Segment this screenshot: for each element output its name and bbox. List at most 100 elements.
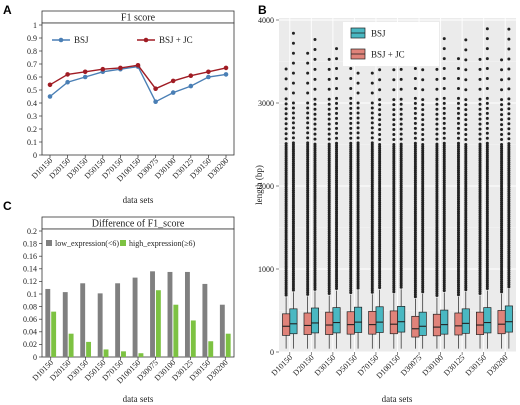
panel-b-outlier-point xyxy=(284,281,288,285)
panel-b-outlier-point xyxy=(399,146,403,150)
panel-b-outlier-point xyxy=(306,263,310,267)
panel-b-outlier-point xyxy=(456,241,460,245)
panel-c-f1-difference-chart: Difference of F1_score 00.020.040.060.08… xyxy=(23,216,235,404)
panel-b-outlier-point xyxy=(378,217,382,221)
panel-b-outlier-point xyxy=(284,250,288,254)
panel-b-outlier-point xyxy=(306,247,310,251)
panel-b-outlier-point xyxy=(327,179,331,183)
panel-b-outlier-point xyxy=(313,233,317,237)
panel-b-outlier-point xyxy=(392,273,396,277)
panel-b-outlier-point xyxy=(500,190,504,194)
panel-b-outlier-point xyxy=(392,172,396,176)
panel-b-outlier-point xyxy=(284,154,288,158)
panel-b-outlier-point xyxy=(435,246,439,250)
panel-b-outlier-point xyxy=(291,209,295,213)
panel-b-outlier-point xyxy=(485,177,489,181)
panel-b-outlier-point xyxy=(456,289,460,293)
panel-b-outlier-point xyxy=(284,167,288,171)
panel-b-outlier-point xyxy=(392,282,396,286)
panel-b-outlier-point xyxy=(327,285,331,289)
panel-b-outlier-point xyxy=(392,190,396,194)
panel-b-outlier-point xyxy=(421,145,425,149)
panel-b-outlier-point xyxy=(456,245,460,249)
panel-b-outlier-point xyxy=(313,246,317,250)
panel-b-outlier-point xyxy=(291,176,295,180)
panel-b-outlier-point xyxy=(435,206,439,210)
panel-b-outlier-point xyxy=(284,274,288,278)
panel-b-outlier-point xyxy=(435,190,439,194)
panel-b-outlier-point xyxy=(500,58,504,62)
panel-b-outlier-point xyxy=(284,245,288,249)
panel-b-outlier-point xyxy=(291,51,295,55)
panel-b-outlier-point xyxy=(313,202,317,206)
panel-b-outlier-point xyxy=(327,273,331,277)
panel-b-outlier-point xyxy=(435,223,439,227)
panel-b-outlier-point xyxy=(306,220,310,224)
panel-b-outlier-point xyxy=(399,256,403,260)
panel-b-outlier-point xyxy=(421,207,425,211)
panel-b-outlier-point xyxy=(478,144,482,148)
panel-b-outlier-point xyxy=(464,98,468,102)
panel-b-outlier-point xyxy=(335,230,339,234)
panel-b-outlier-point xyxy=(399,217,403,221)
panel-c-bar-1 xyxy=(86,341,92,357)
panel-b-outlier-point xyxy=(421,267,425,271)
panel-b-outlier-point xyxy=(370,247,374,251)
panel-b-outlier-point xyxy=(507,254,511,258)
panel-b-outlier-point xyxy=(370,121,374,125)
panel-b-outlier-point xyxy=(435,200,439,204)
panel-b-outlier-point xyxy=(313,127,317,131)
panel-b-outlier-point xyxy=(378,248,382,252)
panel-b-outlier-point xyxy=(485,262,489,266)
panel-b-outlier-point xyxy=(507,132,511,136)
panel-b-outlier-point xyxy=(378,259,382,263)
panel-b-outlier-point xyxy=(500,232,504,236)
panel-b-outlier-point xyxy=(399,161,403,165)
panel-b-outlier-point xyxy=(507,167,511,171)
panel-b-outlier-point xyxy=(507,37,511,41)
panel-b-outlier-point xyxy=(399,231,403,235)
panel-b-outlier-point xyxy=(356,284,360,288)
panel-b-outlier-point xyxy=(413,293,417,297)
panel-b-outlier-point xyxy=(306,126,310,130)
panel-b-outlier-point xyxy=(464,194,468,198)
panel-b-outlier-point xyxy=(399,67,403,71)
panel-b-outlier-point xyxy=(370,232,374,236)
panel-b-outlier-point xyxy=(284,262,288,266)
panel-b-outlier-point xyxy=(464,88,468,92)
panel-b-outlier-point xyxy=(349,164,353,168)
panel-b-outlier-point xyxy=(507,214,511,218)
panel-b-outlier-point xyxy=(349,195,353,199)
panel-b-outlier-point xyxy=(442,218,446,222)
panel-b-outlier-point xyxy=(291,199,295,203)
panel-b-outlier-point xyxy=(284,258,288,262)
panel-b-outlier-point xyxy=(306,186,310,190)
panel-b-outlier-point xyxy=(356,174,360,178)
panel-b-outlier-point xyxy=(500,186,504,190)
panel-b-box-0 xyxy=(332,307,341,334)
panel-b-outlier-point xyxy=(327,182,331,186)
panel-b-outlier-point xyxy=(399,177,403,181)
panel-b-outlier-point xyxy=(327,173,331,177)
panel-b-outlier-point xyxy=(500,118,504,122)
panel-b-outlier-point xyxy=(370,157,374,161)
panel-b-outlier-point xyxy=(327,231,331,235)
panel-b-outlier-point xyxy=(442,268,446,272)
panel-b-outlier-point xyxy=(392,184,396,188)
panel-b-outlier-point xyxy=(399,223,403,227)
panel-a-y-tick-label: 0.7 xyxy=(27,60,37,69)
panel-b-outlier-point xyxy=(442,222,446,226)
panel-b-outlier-point xyxy=(485,191,489,195)
panel-b-outlier-point xyxy=(378,178,382,182)
panel-b-outlier-point xyxy=(356,143,360,147)
panel-b-outlier-point xyxy=(313,157,317,161)
panel-b-outlier-point xyxy=(399,196,403,200)
panel-b-y-tick-label: 4000 xyxy=(258,16,274,25)
panel-b-outlier-point xyxy=(306,189,310,193)
panel-b-x-tick-label: D30200 xyxy=(485,353,510,378)
panel-b-outlier-point xyxy=(507,67,511,71)
panel-b-outlier-point xyxy=(291,141,295,145)
panel-b-outlier-point xyxy=(456,77,460,81)
panel-b-outlier-point xyxy=(485,204,489,208)
panel-b-outlier-point xyxy=(306,149,310,153)
